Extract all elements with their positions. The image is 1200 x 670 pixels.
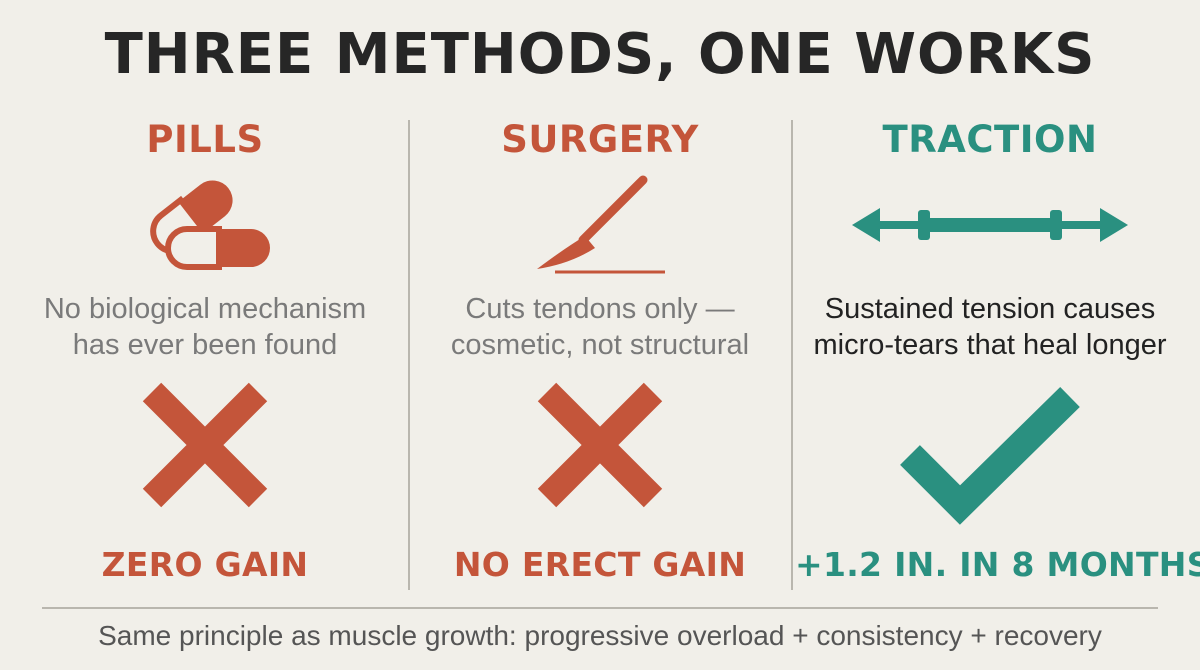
result-label: ZERO GAIN bbox=[101, 545, 309, 584]
description-line: Cuts tendons only — bbox=[465, 293, 735, 325]
column-heading: TRACTION bbox=[882, 118, 1098, 161]
column-divider bbox=[791, 120, 793, 590]
column-heading: PILLS bbox=[146, 118, 264, 161]
method-description: No biological mechanism has ever been fo… bbox=[10, 291, 400, 363]
traction-arrows-icon bbox=[852, 208, 1128, 242]
scalpel-icon bbox=[537, 175, 665, 274]
result-label: NO ERECT GAIN bbox=[453, 545, 747, 584]
description-line: micro-tears that heal longer bbox=[813, 329, 1167, 361]
method-description: Cuts tendons only — cosmetic, not struct… bbox=[410, 291, 790, 363]
method-column-traction: TRACTION Sustained tension causes micro-… bbox=[795, 0, 1200, 600]
footer-note: Same principle as muscle growth: progres… bbox=[98, 620, 1102, 651]
page-title: THREE METHODS, ONE WORKS bbox=[104, 22, 1096, 87]
description-line: has ever been found bbox=[72, 329, 338, 361]
checkmark-icon bbox=[900, 387, 1080, 525]
footer-divider bbox=[42, 607, 1158, 609]
method-column-pills: PILLS No biological mechanism has ever b… bbox=[10, 0, 400, 600]
description-line: cosmetic, not structural bbox=[450, 329, 750, 361]
pill-capsules-icon bbox=[150, 180, 270, 270]
cross-icon bbox=[537, 382, 663, 508]
description-line: Sustained tension causes bbox=[824, 293, 1156, 325]
column-heading: SURGERY bbox=[501, 118, 699, 161]
result-label: +1.2 IN. IN 8 MONTHS bbox=[795, 545, 1200, 584]
method-description: Sustained tension causes micro-tears tha… bbox=[795, 291, 1185, 363]
cross-icon bbox=[142, 382, 268, 508]
description-line: No biological mechanism bbox=[43, 293, 367, 325]
method-column-surgery: SURGERY Cuts tendons only — cosmetic, no… bbox=[410, 0, 790, 600]
column-divider bbox=[408, 120, 410, 590]
